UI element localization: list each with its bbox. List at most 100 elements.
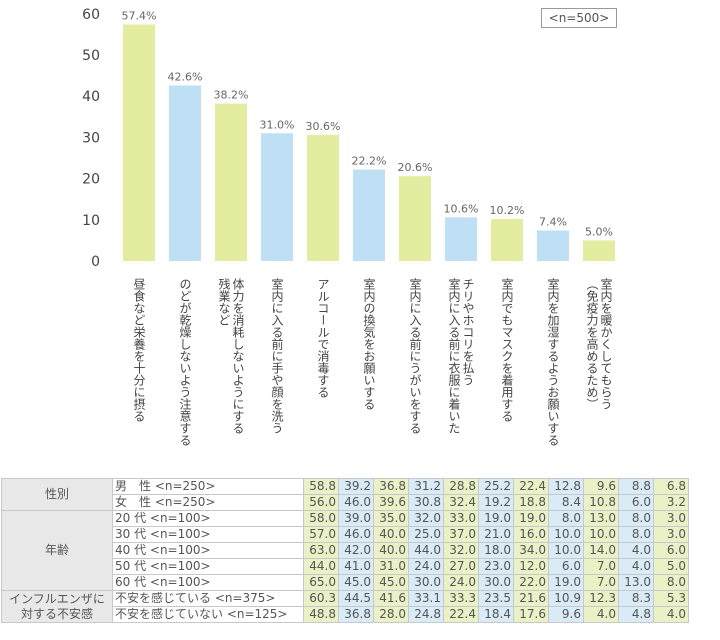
category-label: 昼食など栄養を十分に摂る [132, 278, 146, 422]
table-cell: 58.8 [303, 478, 339, 495]
table-cell: 18.4 [478, 606, 514, 623]
table-cell: 58.0 [303, 510, 339, 527]
table-cell: 56.0 [303, 494, 339, 511]
table-cell: 5.3 [653, 590, 689, 607]
table-cell: 21.6 [513, 590, 549, 607]
bar [491, 218, 523, 261]
table-cell: 4.0 [653, 606, 689, 623]
table-cell: 24.0 [443, 574, 479, 591]
table-cell: 12.0 [513, 558, 549, 575]
table-cell: 60.3 [303, 590, 339, 607]
table-row: 年齢 20 代 <n=100> 58.0 39.0 35.0 32.0 33.0 19.0 19… [1, 510, 689, 591]
table-cell: 4.8 [618, 606, 654, 623]
row-label: 20 代 <n=100> [112, 510, 304, 527]
bar [445, 217, 477, 261]
table-cell: 18.8 [513, 494, 549, 511]
data-label: 7.4% [539, 216, 567, 229]
row-label: 女 性 <n=250> [112, 494, 304, 511]
table-cell: 19.0 [478, 510, 514, 527]
table-cell: 48.8 [303, 606, 339, 623]
table-cell: 8.4 [548, 494, 584, 511]
table-row: 50 代 <n=100> 44.0 41.0 31.0 24.0 27.0 23.0 12.0… [2, 558, 689, 575]
table-cell: 8.0 [618, 526, 654, 543]
table-cell: 35.0 [373, 510, 409, 527]
value-labels: 57.4% 42.6% 38.2% 31.0% 30.6% 22.2% 20.6% 10.6%… [122, 10, 613, 239]
table-cell: 23.0 [478, 558, 514, 575]
category-label: 室内でもマスクを着用する [500, 277, 514, 422]
row-label: 30 代 <n=100> [112, 526, 304, 543]
table-cell: 32.4 [443, 494, 479, 511]
table-cell: 21.0 [478, 526, 514, 543]
table-cell: 19.2 [478, 494, 514, 511]
category-label: 室内を加湿するようお願いする [546, 277, 560, 446]
bar [537, 230, 569, 261]
bar [215, 103, 247, 261]
table-cell: 13.0 [618, 574, 654, 591]
table-cell: 30.8 [408, 494, 444, 511]
table-cell: 28.8 [443, 478, 479, 495]
table-cell: 8.8 [618, 478, 654, 495]
table-row: 性別男 性 <n=250> 58.8 39.2 36.8 31.2 28.8 25.2 22.… [1, 478, 689, 511]
table-cell: 22.0 [513, 574, 549, 591]
table-cell: 12.8 [548, 478, 584, 495]
table-cell: 33.0 [443, 510, 479, 527]
y-tick-label: 60 [82, 7, 100, 23]
bar-chart: 0 10 20 30 40 50 60 57.4% 42.6% 38.2% 31.0% 30.6% 2… [82, 7, 615, 446]
y-tick-label: 0 [91, 254, 100, 270]
category-label: 残業など 体力を消耗しないようにする [217, 278, 245, 434]
table-cell: 25.2 [478, 478, 514, 495]
table-cell: 22.4 [513, 478, 549, 495]
category-label: のどが乾燥しないよう注意する [178, 278, 192, 446]
data-label: 38.2% [214, 89, 249, 102]
group-label: 性別 [1, 478, 113, 511]
y-tick-label: 30 [82, 130, 100, 146]
table-cell: 45.0 [338, 574, 374, 591]
table-cell: 8.3 [618, 590, 654, 607]
table-cell: 45.0 [373, 574, 409, 591]
y-tick-label: 20 [82, 172, 100, 188]
table-cell: 16.0 [513, 526, 549, 543]
table-cell: 24.0 [408, 558, 444, 575]
data-label: 10.2% [490, 204, 525, 217]
data-label: 10.6% [444, 202, 479, 215]
table-cell: 14.0 [583, 542, 619, 559]
category-label-line: アルコールで消毒する [316, 278, 330, 398]
table-cell: 6.8 [653, 478, 689, 495]
data-label: 31.0% [260, 118, 295, 131]
table-cell: 18.0 [478, 542, 514, 559]
table-cell: 57.0 [303, 526, 339, 543]
table-cell: 39.0 [338, 510, 374, 527]
table-cell: 22.4 [443, 606, 479, 623]
data-label: 20.6% [398, 161, 433, 174]
table-cell: 30.0 [478, 574, 514, 591]
table-cell: 65.0 [303, 574, 339, 591]
table-cell: 41.6 [373, 590, 409, 607]
table-cell: 44.5 [338, 590, 374, 607]
table-cell: 8.0 [548, 510, 584, 527]
table-cell: 32.0 [443, 542, 479, 559]
table-cell: 44.0 [408, 542, 444, 559]
table-cell: 9.6 [583, 478, 619, 495]
table-cell: 10.9 [548, 590, 584, 607]
table-cell: 4.0 [618, 558, 654, 575]
bar [169, 85, 201, 261]
table-cell: 28.0 [373, 606, 409, 623]
category-label: 室内の換気をお願いする [362, 277, 376, 410]
sample-size-note: <n=500> [541, 8, 617, 28]
category-label: （免疫力を高めるため） 室内を暖かくしてもらう [585, 277, 613, 410]
table-cell: 8.0 [653, 574, 689, 591]
table-cell: 27.0 [443, 558, 479, 575]
table-cell: 5.0 [653, 558, 689, 575]
data-label: 30.6% [306, 120, 341, 133]
table-cell: 10.0 [548, 542, 584, 559]
category-label-line: 室内の換気をお願いする [362, 277, 376, 410]
table-cell: 63.0 [303, 542, 339, 559]
table-cell: 4.0 [618, 542, 654, 559]
category-label-line: のどが乾燥しないよう注意する [178, 278, 192, 446]
table-cell: 44.0 [303, 558, 339, 575]
table-cell: 19.0 [548, 574, 584, 591]
row-label: 50 代 <n=100> [112, 558, 304, 575]
category-label-line: 昼食など栄養を十分に摂る [132, 278, 146, 422]
table-cell: 30.0 [408, 574, 444, 591]
y-tick-label: 50 [82, 48, 100, 64]
